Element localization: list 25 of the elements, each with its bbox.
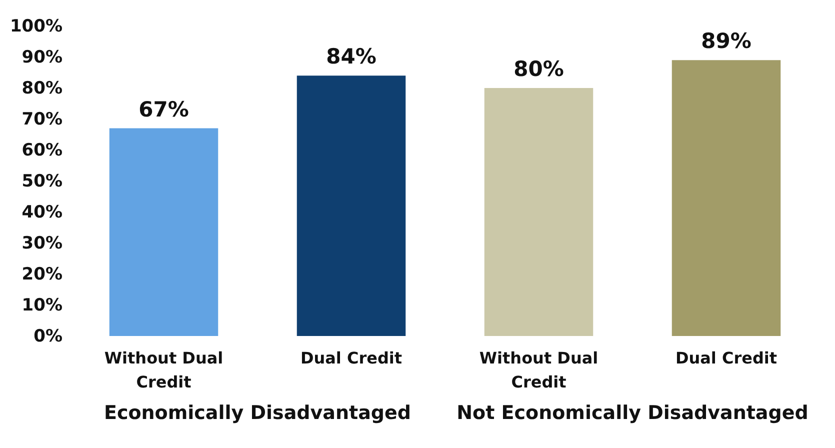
text: Economically Disadvantaged <box>102 402 412 424</box>
y-tick-label: 30% <box>22 234 62 254</box>
y-tick-label: 90% <box>22 48 62 68</box>
data-label: 67% <box>138 97 189 122</box>
x-tick-label: Dual Credit <box>300 348 402 368</box>
y-tick-label: 100% <box>10 16 62 36</box>
data-label: 84% <box>326 44 376 69</box>
bar <box>109 128 218 336</box>
bar <box>296 76 406 336</box>
y-tick-label: 70% <box>22 110 62 130</box>
y-tick-label: 20% <box>22 264 62 284</box>
bar <box>672 60 781 336</box>
y-tick-label: 40% <box>22 202 62 222</box>
y-tick-label: 10% <box>22 296 62 316</box>
y-tick-label: 0% <box>34 326 62 346</box>
text: Not Economically Disadvantaged <box>456 402 810 424</box>
x-tick-label: Dual Credit <box>675 348 778 368</box>
x-tick-label: Without Dual Credit <box>479 348 598 392</box>
x-tick-label: Without Dual Credit <box>104 348 224 392</box>
data-label: 89% <box>701 29 752 54</box>
bar <box>484 88 594 336</box>
data-label: 80% <box>514 57 564 81</box>
y-tick-label: 60% <box>22 140 62 160</box>
y-tick-label: 80% <box>22 78 62 98</box>
y-tick-label: 50% <box>22 172 62 192</box>
